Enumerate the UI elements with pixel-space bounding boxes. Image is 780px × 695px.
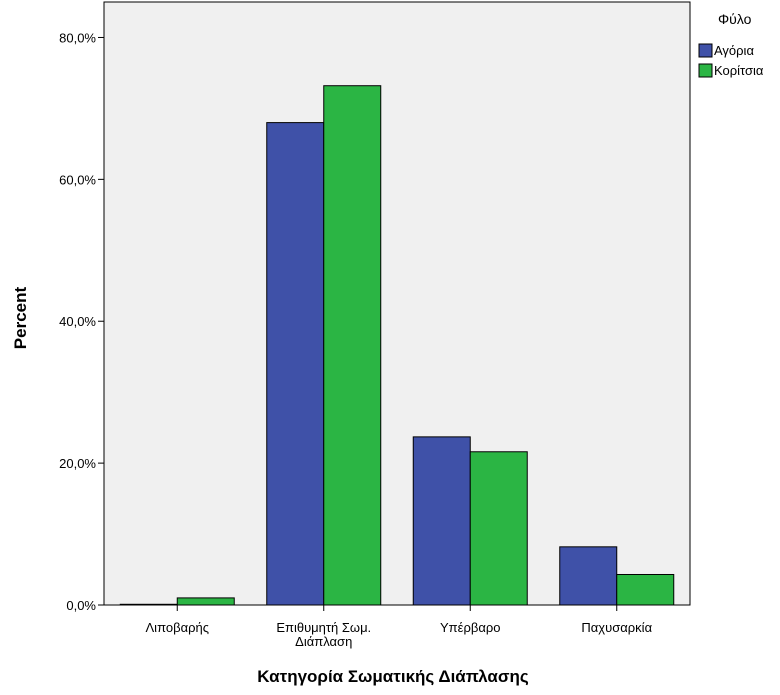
bar-boys bbox=[266, 122, 325, 606]
y-axis-title: Percent bbox=[11, 286, 30, 349]
bar-girls bbox=[323, 85, 382, 606]
y-tick-label: 20,0% bbox=[59, 456, 96, 471]
legend-label: Αγόρια bbox=[714, 43, 754, 58]
x-axis: Λιποβαρής Επιθυμητή Σωμ. Διάπλαση Υπέρβαρο Π… bbox=[146, 605, 653, 649]
bar-girls bbox=[469, 451, 528, 606]
y-tick-label: 80,0% bbox=[59, 30, 96, 45]
bar-girls bbox=[616, 573, 675, 606]
plot-area bbox=[103, 1, 691, 606]
bar-boys bbox=[119, 603, 178, 606]
y-tick-label: 0,0% bbox=[66, 598, 96, 613]
bars-group bbox=[119, 85, 675, 606]
x-axis-title: Κατηγορία Σωματικής Διάπλασης bbox=[257, 667, 529, 686]
x-tick-label: Παχυσαρκία bbox=[581, 620, 652, 635]
x-tick-label: Υπέρβαρο bbox=[440, 620, 500, 635]
legend-swatch bbox=[698, 63, 713, 78]
legend-swatch bbox=[698, 43, 713, 58]
bar-boys bbox=[412, 436, 471, 606]
y-tick-label: 60,0% bbox=[59, 172, 96, 187]
y-axis: 0,0% 20,0% 40,0% 60,0% 80,0% bbox=[59, 30, 104, 613]
bar-girls bbox=[176, 597, 235, 606]
legend-title: Φύλο bbox=[718, 11, 752, 27]
legend-label: Κορίτσια bbox=[714, 63, 764, 78]
y-tick-label: 40,0% bbox=[59, 314, 96, 329]
bar-boys bbox=[559, 546, 618, 606]
x-tick-label: Λιποβαρής bbox=[146, 620, 209, 635]
x-tick-label: Επιθυμητή Σωμ. Διάπλαση bbox=[276, 620, 371, 649]
legend: Φύλο Αγόρια Κορίτσια bbox=[698, 11, 764, 78]
